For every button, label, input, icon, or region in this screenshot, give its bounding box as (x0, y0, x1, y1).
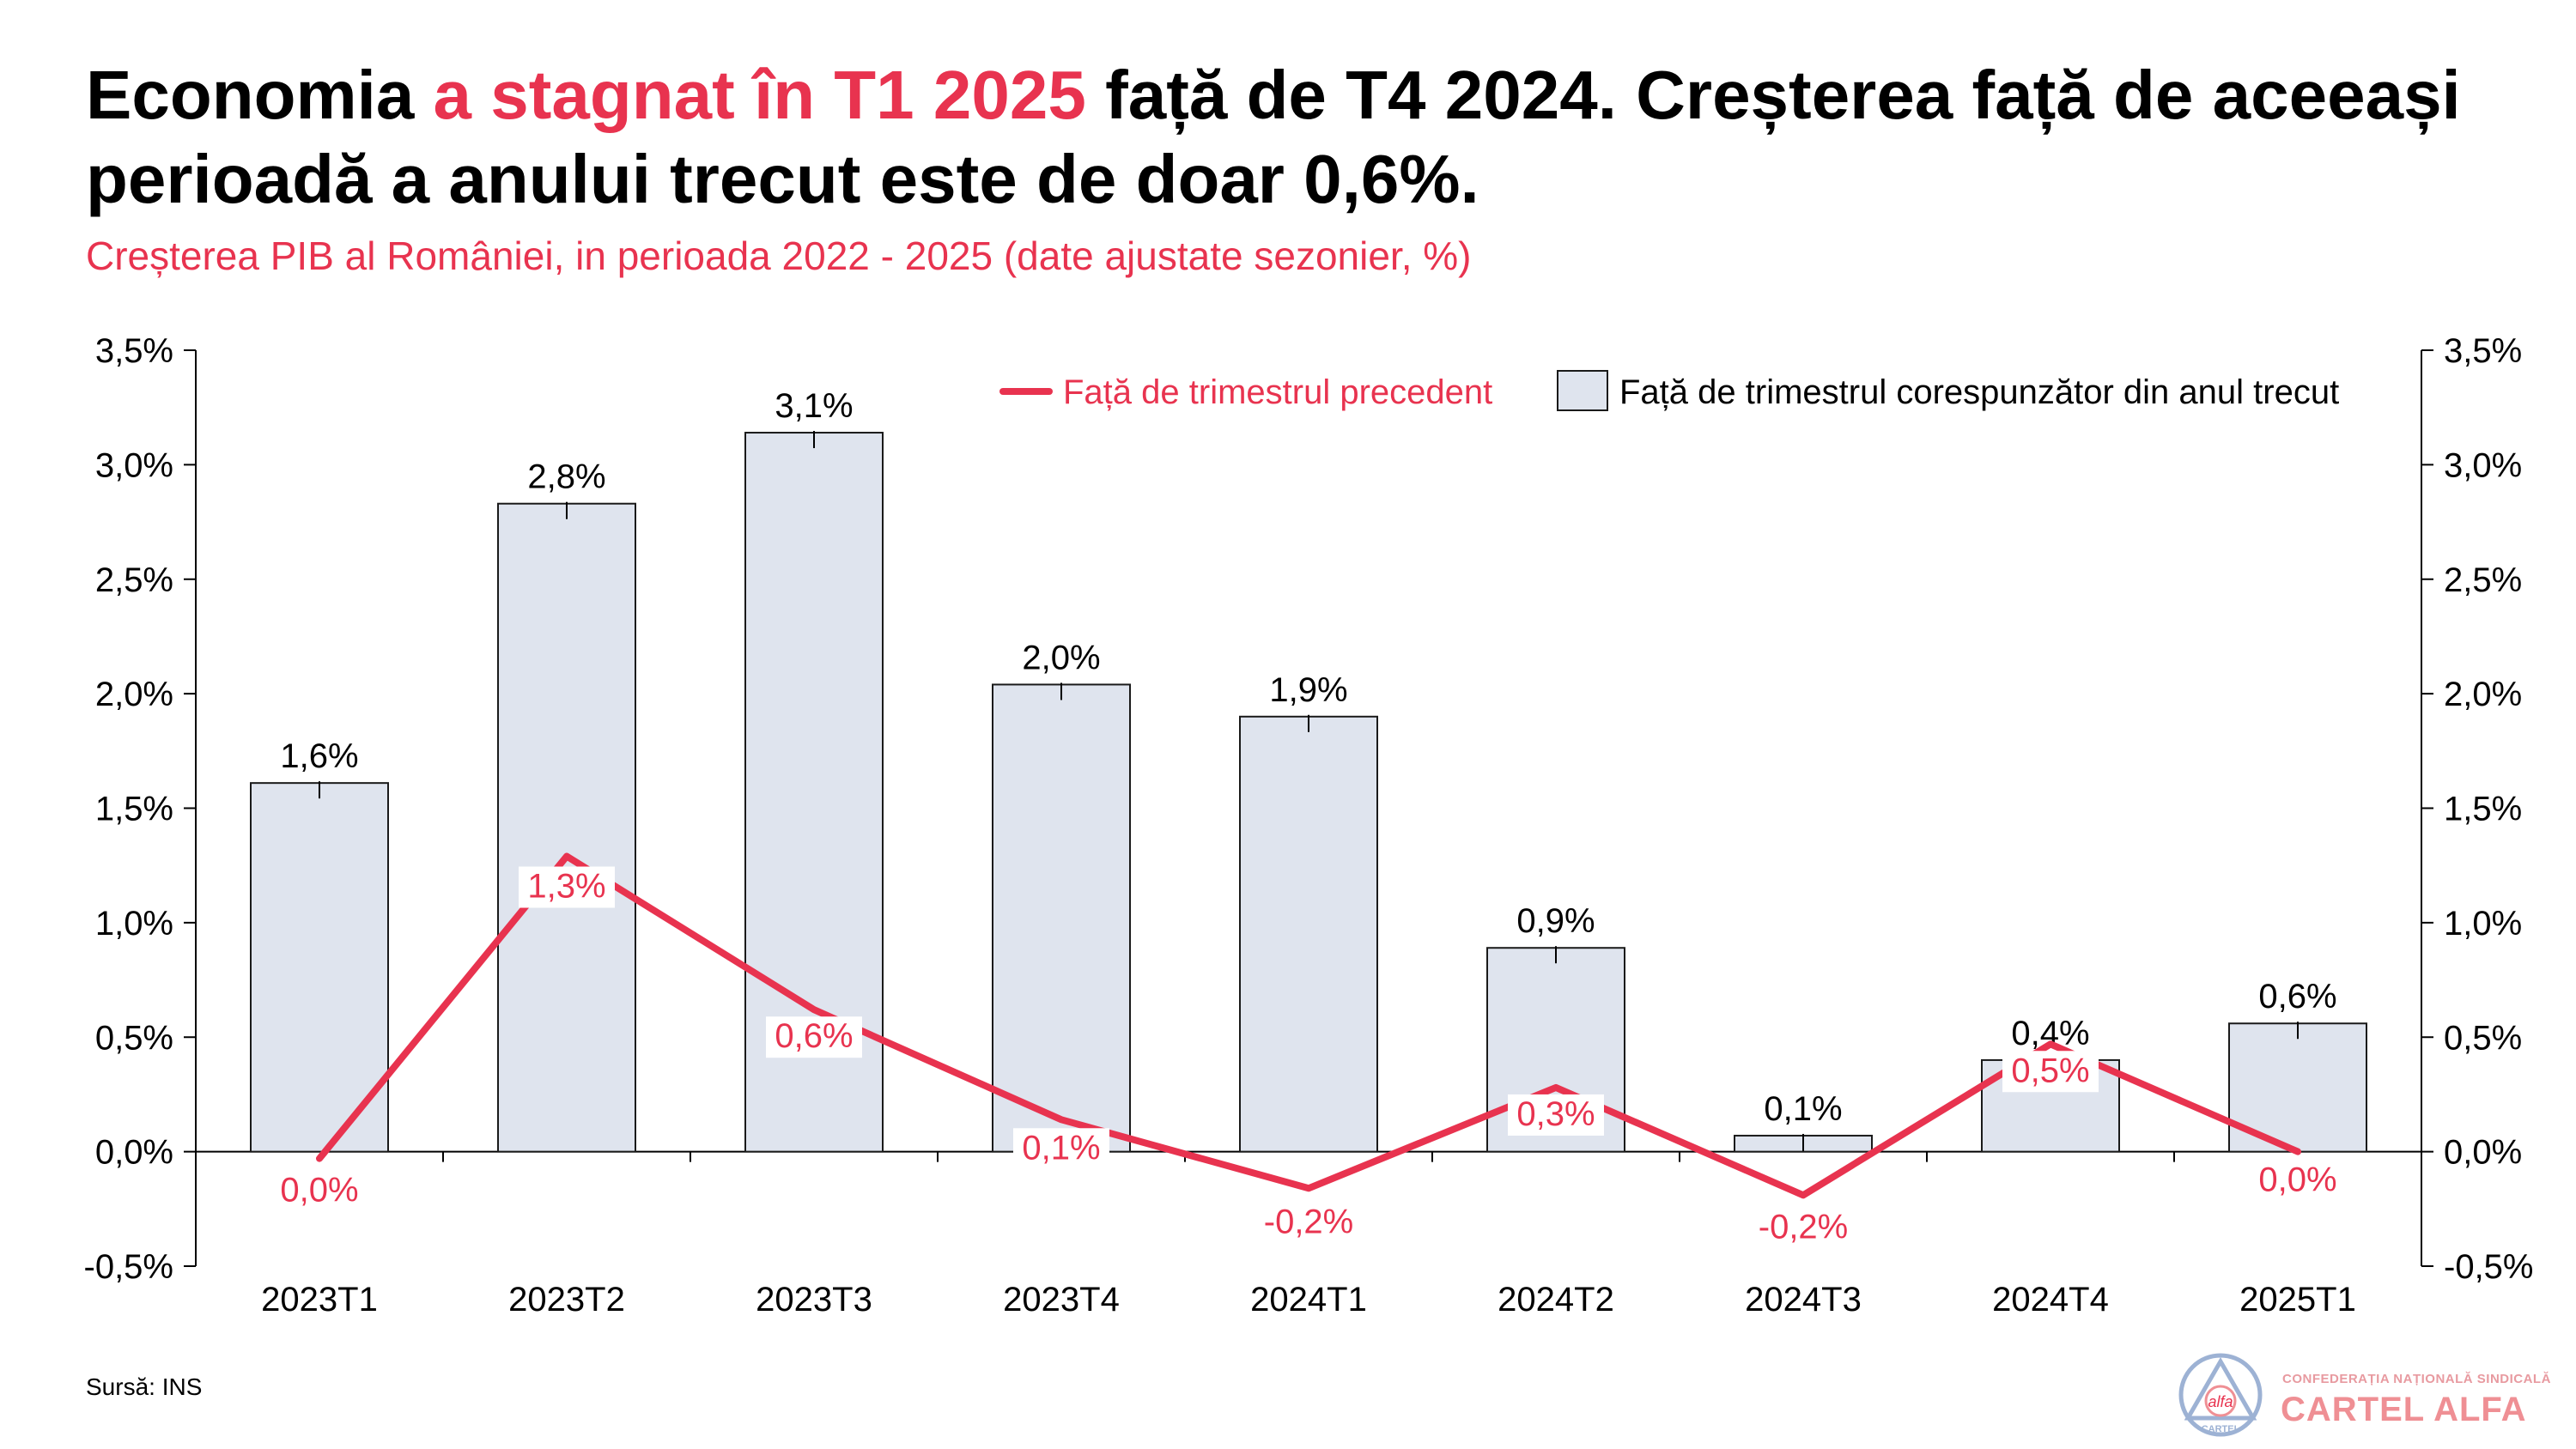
x-tick-label: 2024T3 (1745, 1281, 1862, 1319)
line-label-bg (1750, 1207, 1856, 1249)
x-tick-label: 2023T4 (1003, 1281, 1120, 1319)
y-tick-label-right: 0,0% (2444, 1134, 2522, 1172)
y-tick-label-left: 2,5% (95, 561, 173, 599)
y-tick-label-left: 0,0% (95, 1134, 173, 1172)
bar-data-label: 0,9% (1516, 902, 1595, 940)
qoq-growth-line (316, 852, 2301, 1199)
legend-bar-label: Față de trimestrul corespunzător din anu… (1619, 373, 2339, 411)
y-tick-label-left: 3,0% (95, 446, 173, 484)
line-data-label: 0,6% (775, 1017, 853, 1055)
y-tick-label-left: -0,5% (84, 1248, 174, 1286)
source-note: Sursă: INS (86, 1373, 203, 1400)
y-tick-label-right: 3,5% (2444, 332, 2522, 370)
line-label-bg (271, 1170, 368, 1212)
line-data-label: 0,3% (1516, 1095, 1595, 1133)
bar (250, 782, 389, 1153)
bar-data-label: 0,6% (2258, 978, 2336, 1016)
y-tick-label-right: -0,5% (2444, 1248, 2534, 1286)
chart-subtitle: Creșterea PIB al României, in perioada 2… (86, 233, 1472, 278)
x-tick-label: 2023T2 (508, 1281, 625, 1319)
y-tick-label-right: 1,5% (2444, 791, 2522, 828)
line-data-label: 1,3% (527, 868, 605, 906)
x-tick-label: 2024T1 (1250, 1281, 1367, 1319)
line-label-bg (2250, 1160, 2346, 1202)
x-tick-label: 2024T2 (1498, 1281, 1614, 1319)
title-part2: față de T4 2024. Creșterea față de aceea… (86, 57, 2461, 217)
emblem-text-top: alfa (2208, 1393, 2233, 1410)
title-part1: Economia (86, 57, 434, 133)
y-tick-label-left: 1,5% (95, 791, 173, 828)
y-tick-label-right: 3,0% (2444, 446, 2522, 484)
bar (992, 683, 1131, 1153)
line-label-bg (1508, 1094, 1604, 1136)
y-tick-label-right: 1,0% (2444, 905, 2522, 943)
line-label-bg (519, 866, 615, 908)
line-data-label: 0,5% (2011, 1052, 2089, 1089)
bar-data-label: 3,1% (775, 387, 853, 425)
line-data-label: 0,0% (280, 1172, 358, 1210)
x-tick-label: 2025T1 (2239, 1281, 2356, 1319)
line-data-label: -0,2% (1264, 1203, 1354, 1240)
y-tick-label-left: 2,0% (95, 676, 173, 713)
bar-data-label: 2,8% (527, 458, 605, 496)
cartel-alfa-emblem-icon: alfa CARTEL (2178, 1353, 2263, 1437)
line-label-bg (2002, 1051, 2099, 1093)
emblem-text-bottom: CARTEL (2202, 1424, 2240, 1434)
logo-brand-text: CARTEL ALFA (2281, 1391, 2527, 1428)
legend-line-label: Față de trimestrul precedent (1063, 373, 1492, 411)
line-data-label: 0,1% (1022, 1129, 1100, 1167)
y-tick-label-left: 3,5% (95, 332, 173, 370)
bar-data-label: 1,9% (1269, 671, 1347, 709)
y-tick-label-right: 0,5% (2444, 1019, 2522, 1057)
line-data-label: -0,2% (1759, 1208, 1849, 1246)
y-tick-label-left: 0,5% (95, 1019, 173, 1057)
legend-bar-swatch (1557, 370, 1608, 411)
line-data-label: 0,0% (2258, 1161, 2336, 1199)
line-label-bg (1013, 1128, 1109, 1170)
bar-data-label: 0,1% (1764, 1090, 1842, 1128)
x-tick-label: 2023T1 (261, 1281, 378, 1319)
cartel-alfa-logo: alfa CARTEL CONFEDERAȚIA NAȚIONALĂ SINDI… (2171, 1348, 2550, 1442)
x-tick-label: 2024T4 (1992, 1281, 2109, 1319)
bar (497, 502, 636, 1153)
y-tick-label-left: 1,0% (95, 905, 173, 943)
line-label-bg (1255, 1202, 1362, 1244)
bar-data-label: 2,0% (1022, 639, 1100, 676)
bar-data-label: 1,6% (280, 737, 358, 775)
y-tick-label-right: 2,5% (2444, 561, 2522, 599)
x-tick-label: 2023T3 (756, 1281, 872, 1319)
bar (1239, 715, 1378, 1153)
line-label-bg (766, 1016, 862, 1058)
y-tick-label-right: 2,0% (2444, 676, 2522, 713)
logo-confederation-text: CONFEDERAȚIA NAȚIONALĂ SINDICALĂ (2282, 1372, 2551, 1386)
page-title: Economia a stagnat în T1 2025 față de T4… (86, 53, 2507, 221)
title-highlight: a stagnat în T1 2025 (433, 57, 1086, 133)
